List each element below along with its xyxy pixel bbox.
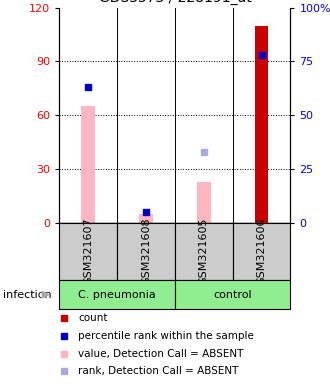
Text: control: control (213, 290, 252, 300)
Text: GSM321605: GSM321605 (199, 218, 209, 285)
Text: C. pneumonia: C. pneumonia (78, 290, 156, 300)
Text: GSM321606: GSM321606 (256, 218, 267, 285)
Text: GSM321607: GSM321607 (83, 218, 93, 285)
Text: count: count (78, 313, 107, 323)
Text: GSM321608: GSM321608 (141, 218, 151, 285)
Bar (255, 26, 268, 223)
Title: GDS3573 / 228191_at: GDS3573 / 228191_at (99, 0, 251, 5)
Bar (175, 280, 290, 309)
Text: rank, Detection Call = ABSENT: rank, Detection Call = ABSENT (78, 366, 238, 376)
Bar (59, 223, 117, 280)
Bar (81, 106, 95, 223)
Bar (233, 223, 290, 280)
Text: percentile rank within the sample: percentile rank within the sample (78, 331, 254, 341)
Text: value, Detection Call = ABSENT: value, Detection Call = ABSENT (78, 349, 243, 359)
Bar (117, 223, 175, 280)
Bar (139, 214, 153, 223)
Bar (59, 280, 175, 309)
Text: infection: infection (3, 290, 52, 300)
Bar (197, 182, 211, 223)
Bar (175, 223, 233, 280)
